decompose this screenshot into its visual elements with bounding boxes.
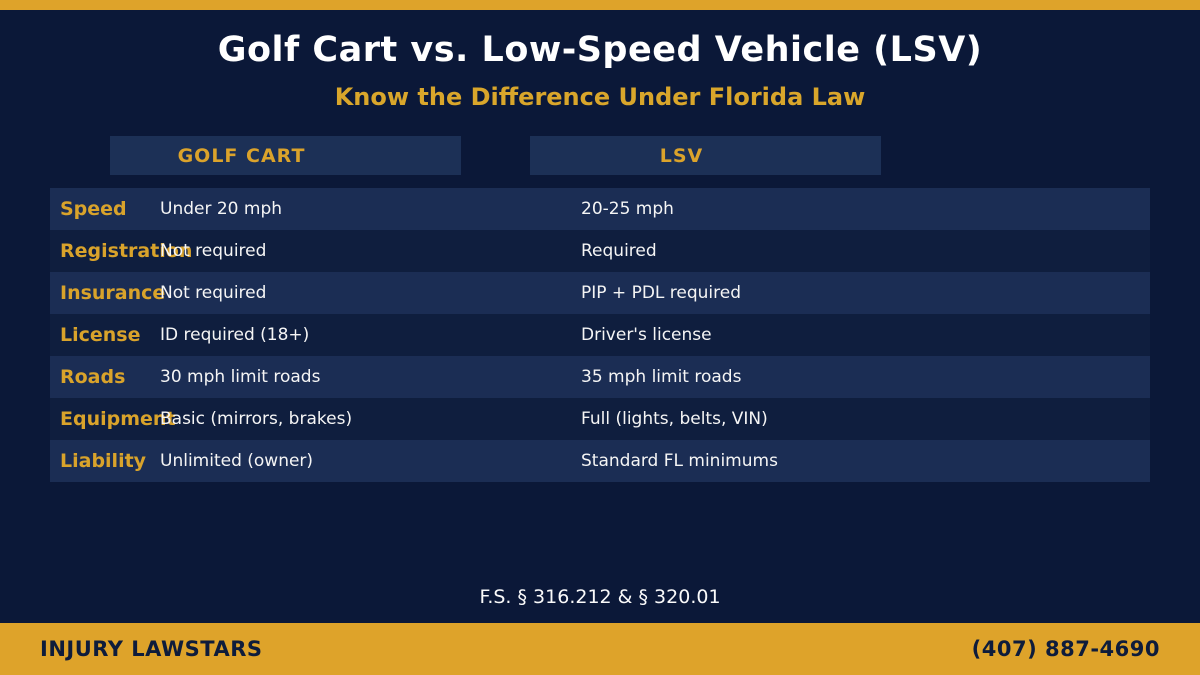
phone-number: (407) 887-4690 [971,637,1160,661]
column-header-lsv: LSV [530,136,881,175]
golf-cart-value: Not required [160,283,267,303]
column-header-golf-cart: GOLF CART [110,136,461,175]
column-header-lsv-label: LSV [659,144,704,167]
table-row-liability: Liability Unlimited (owner) Standard FL … [50,440,1150,482]
table-row-roads: Roads 30 mph limit roads 35 mph limit ro… [50,356,1150,398]
table-row-registration: Registration Not required Required [50,230,1150,272]
footer-bar: INJURY LAWSTARS (407) 887-4690 [0,623,1200,675]
page-title: Golf Cart vs. Low-Speed Vehicle (LSV) [217,30,983,70]
row-label: Insurance [60,282,166,304]
golf-cart-value: Basic (mirrors, brakes) [160,409,353,429]
brand-name: INJURY LAWSTARS [40,637,263,661]
lsv-value: 20-25 mph [581,199,674,219]
row-label: Roads [60,366,126,388]
lsv-value: Full (lights, belts, VIN) [581,409,768,429]
page-subtitle: Know the Difference Under Florida Law [334,83,866,111]
lsv-value: Driver's license [581,325,712,345]
table-row-insurance: Insurance Not required PIP + PDL require… [50,272,1150,314]
golf-cart-value: Unlimited (owner) [160,451,314,471]
lsv-value: Required [581,241,657,261]
lsv-value: Standard FL minimums [581,451,778,471]
table-row-equipment: Equipment Basic (mirrors, brakes) Full (… [50,398,1150,440]
row-label: Speed [60,198,127,220]
golf-cart-value: Not required [160,241,267,261]
table-row-speed: Speed Under 20 mph 20-25 mph [50,188,1150,230]
table-row-license: License ID required (18+) Driver's licen… [50,314,1150,356]
top-accent-bar [0,0,1200,10]
statute-reference: F.S. § 316.212 & § 320.01 [479,586,721,608]
row-label: License [60,324,141,346]
golf-cart-value: ID required (18+) [160,325,310,345]
row-label: Liability [60,450,147,472]
lsv-value: PIP + PDL required [581,283,742,303]
row-label: Equipment [60,408,176,430]
lsv-value: 35 mph limit roads [581,367,742,387]
golf-cart-value: 30 mph limit roads [160,367,321,387]
golf-cart-value: Under 20 mph [160,199,283,219]
row-label: Registration [60,240,193,262]
column-header-golf-cart-label: GOLF CART [177,144,306,167]
